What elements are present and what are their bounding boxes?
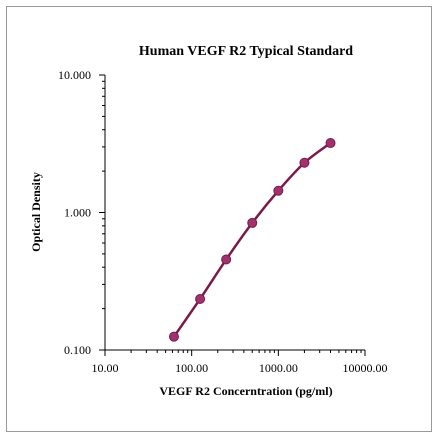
axes <box>104 75 365 351</box>
series-layer <box>168 138 336 342</box>
data-point <box>273 185 284 196</box>
data-point <box>325 138 336 149</box>
chart-frame <box>6 6 432 432</box>
y-ticks: 0.100 1.000 10.000 <box>58 68 105 357</box>
x-ticks: 10.00 100.00 1000.00 10000.00 <box>92 350 388 375</box>
data-point <box>247 217 258 228</box>
data-point <box>168 331 179 342</box>
x-tick-label: 1000.00 <box>259 361 298 375</box>
x-tick-label: 10.00 <box>92 361 119 375</box>
data-point <box>221 254 232 265</box>
y-tick-label: 0.100 <box>64 343 91 357</box>
x-tick-label: 100.00 <box>175 361 208 375</box>
y-axis-label: Optical Density <box>29 172 43 252</box>
series-line <box>172 142 332 338</box>
data-point <box>299 157 310 168</box>
y-tick-label: 10.000 <box>58 68 91 82</box>
x-tick-label: 10000.00 <box>343 361 388 375</box>
chart-title: Human VEGF R2 Typical Standard <box>139 44 353 59</box>
data-point <box>195 293 206 304</box>
x-axis-label: VEGF R2 Concerntration (pg/ml) <box>159 384 332 398</box>
y-tick-label: 1.000 <box>64 206 91 220</box>
